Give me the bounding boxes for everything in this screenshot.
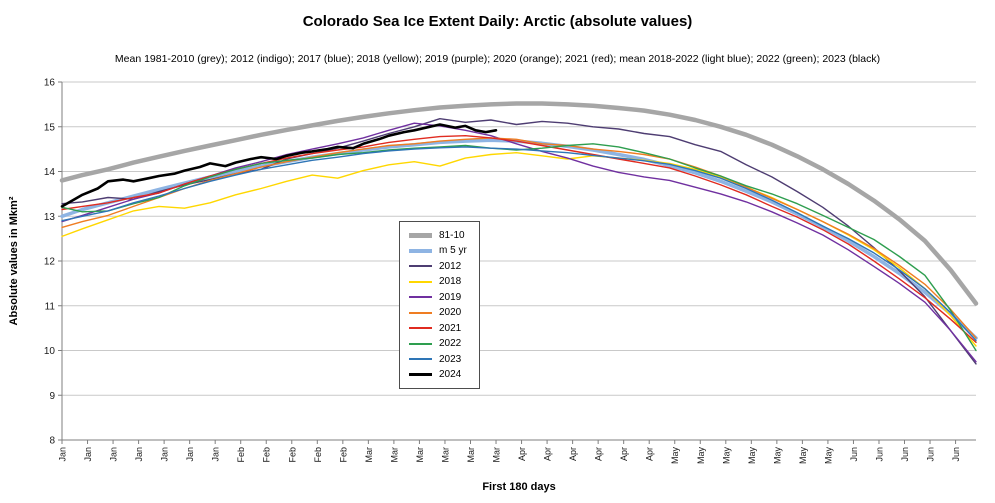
svg-text:Feb: Feb [313, 447, 323, 463]
svg-text:May: May [696, 447, 706, 465]
legend-entry-2019: 2019 [409, 291, 467, 303]
svg-text:Feb: Feb [287, 447, 297, 463]
svg-text:May: May [747, 447, 757, 465]
legend-entry-m-5-yr: m 5 yr [409, 245, 467, 257]
series-2024 [60, 123, 498, 208]
svg-text:Mar: Mar [466, 447, 476, 463]
legend-swatch [409, 248, 432, 253]
svg-text:Mar: Mar [415, 447, 425, 463]
legend-swatch [409, 342, 432, 345]
legend-swatch [409, 311, 432, 314]
series-2012 [61, 118, 977, 365]
svg-text:14: 14 [44, 167, 56, 178]
legend-entry-2012: 2012 [409, 260, 467, 272]
series-2023 [61, 146, 977, 342]
svg-text:Apr: Apr [619, 447, 629, 461]
legend-label: m 5 yr [439, 245, 467, 256]
legend-swatch [409, 296, 432, 298]
svg-text:Jan: Jan [109, 447, 119, 462]
svg-text:Jan: Jan [160, 447, 170, 462]
legend-entry-2018: 2018 [409, 276, 467, 288]
svg-text:May: May [823, 447, 833, 465]
svg-text:Feb: Feb [262, 447, 272, 463]
legend-entry-2022: 2022 [409, 338, 467, 350]
legend-swatch [409, 232, 432, 238]
svg-text:16: 16 [44, 78, 56, 89]
svg-text:Jan: Jan [83, 447, 93, 462]
svg-text:10: 10 [44, 346, 56, 357]
legend-swatch [409, 327, 432, 329]
svg-text:Absolute values in Mkm²: Absolute values in Mkm² [8, 196, 20, 325]
svg-text:Jun: Jun [874, 447, 884, 462]
chart-subtitle: Mean 1981-2010 (grey); 2012 (indigo); 20… [114, 53, 881, 65]
svg-text:11: 11 [45, 301, 56, 312]
tick-labels: 8 9 10 11 12 13 14 15 16 Jan Jan Jan Jan Jan Jan Jan Feb… [8, 78, 961, 494]
series-lines [59, 101, 979, 365]
legend-swatch [409, 265, 432, 267]
svg-text:Jun: Jun [849, 447, 859, 462]
legend-label: 2021 [439, 322, 462, 334]
legend-entry-2024: 2024 [409, 369, 467, 381]
chart-title: Colorado Sea Ice Extent Daily: Arctic (a… [302, 13, 693, 30]
svg-text:Mar: Mar [364, 447, 374, 463]
legend-entry-2023: 2023 [409, 353, 467, 365]
legend-swatch [409, 358, 432, 360]
legend-label: 2019 [439, 291, 462, 303]
legend-entry-2021: 2021 [409, 322, 467, 334]
svg-text:Jun: Jun [951, 447, 961, 462]
svg-text:May: May [721, 447, 731, 465]
svg-text:Apr: Apr [594, 447, 604, 461]
svg-text:9: 9 [49, 391, 55, 402]
svg-text:Apr: Apr [543, 447, 553, 461]
svg-text:15: 15 [44, 122, 56, 133]
svg-text:Jan: Jan [211, 447, 221, 462]
series-2020 [61, 137, 977, 339]
series-81-10 [59, 101, 979, 306]
legend-entry-2020: 2020 [409, 307, 467, 319]
series-2021 [61, 135, 977, 344]
svg-text:12: 12 [44, 257, 56, 268]
series-2022 [61, 143, 977, 352]
legend-label: 2024 [439, 369, 462, 380]
svg-text:Apr: Apr [645, 447, 655, 461]
svg-text:Jun: Jun [900, 447, 910, 462]
gridlines [62, 81, 976, 396]
legend-entry-81-10: 81-10 [409, 229, 467, 241]
legend-label: 2020 [439, 307, 462, 318]
chart-legend: 81-10 m 5 yr 2012 2018 2019 2020 2021 2022 2023 2… [399, 221, 480, 389]
legend-swatch [409, 373, 432, 376]
svg-text:Mar: Mar [492, 447, 502, 463]
legend-label: 2023 [439, 353, 462, 365]
svg-text:May: May [798, 447, 808, 465]
legend-label: 81-10 [439, 229, 465, 241]
svg-text:Feb: Feb [338, 447, 348, 463]
axes [58, 81, 976, 444]
legend-label: 2022 [439, 338, 462, 349]
svg-text:13: 13 [44, 212, 56, 223]
svg-text:May: May [772, 447, 782, 465]
legend-label: 2018 [439, 276, 462, 287]
legend-swatch [409, 280, 432, 283]
svg-text:Mar: Mar [389, 447, 399, 463]
svg-text:Jan: Jan [134, 447, 144, 462]
series-2019 [61, 122, 977, 363]
svg-text:Apr: Apr [517, 447, 527, 461]
svg-text:Feb: Feb [236, 447, 246, 463]
svg-text:Apr: Apr [568, 447, 578, 461]
svg-text:First 180 days: First 180 days [482, 481, 555, 493]
legend-label: 2012 [439, 260, 462, 272]
svg-text:Jan: Jan [185, 447, 195, 462]
svg-text:Mar: Mar [440, 447, 450, 463]
svg-text:May: May [670, 447, 680, 465]
svg-text:8: 8 [49, 436, 55, 447]
svg-text:Jun: Jun [926, 447, 936, 462]
svg-text:Jan: Jan [58, 447, 68, 462]
